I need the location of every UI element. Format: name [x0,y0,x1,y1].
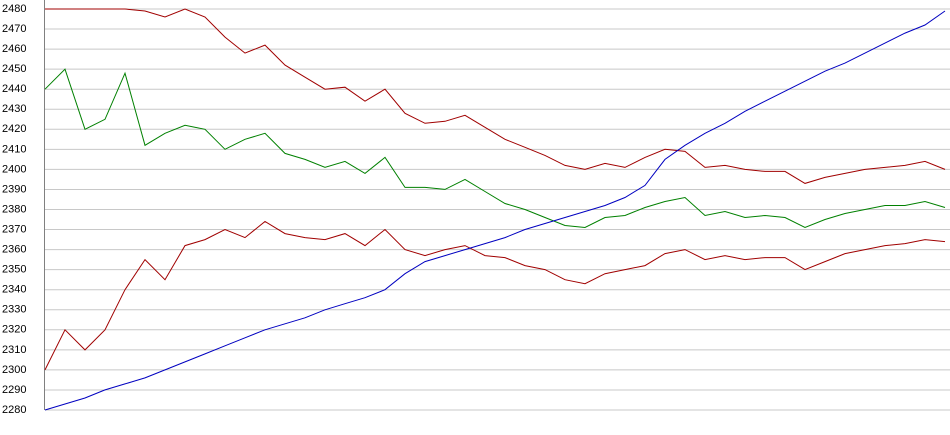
y-tick-label: 2400 [2,163,26,175]
y-tick-label: 2310 [2,344,26,356]
y-tick-label: 2470 [2,23,26,35]
y-tick-label: 2290 [2,384,26,396]
y-tick-label: 2340 [2,284,26,296]
y-tick-label: 2410 [2,143,26,155]
y-tick-label: 2420 [2,123,26,135]
series-line [44,10,946,411]
y-tick-label: 2370 [2,223,26,235]
y-tick-label: 2300 [2,364,26,376]
y-tick-label: 2450 [2,63,26,75]
y-tick-label: 2330 [2,304,26,316]
y-tick-label: 2460 [2,43,26,55]
y-tick-label: 2380 [2,203,26,215]
y-tick-label: 2430 [2,103,26,115]
y-tick-label: 2350 [2,264,26,276]
y-tick-label: 2360 [2,244,26,256]
y-tick-label: 2480 [2,3,26,15]
series-line [45,8,946,184]
series-line [44,68,946,229]
series-line [44,220,946,371]
y-tick-label: 2440 [2,83,26,95]
y-tick-label: 2390 [2,183,26,195]
y-tick-label: 2280 [2,404,26,416]
y-tick-label: 2320 [2,324,26,336]
